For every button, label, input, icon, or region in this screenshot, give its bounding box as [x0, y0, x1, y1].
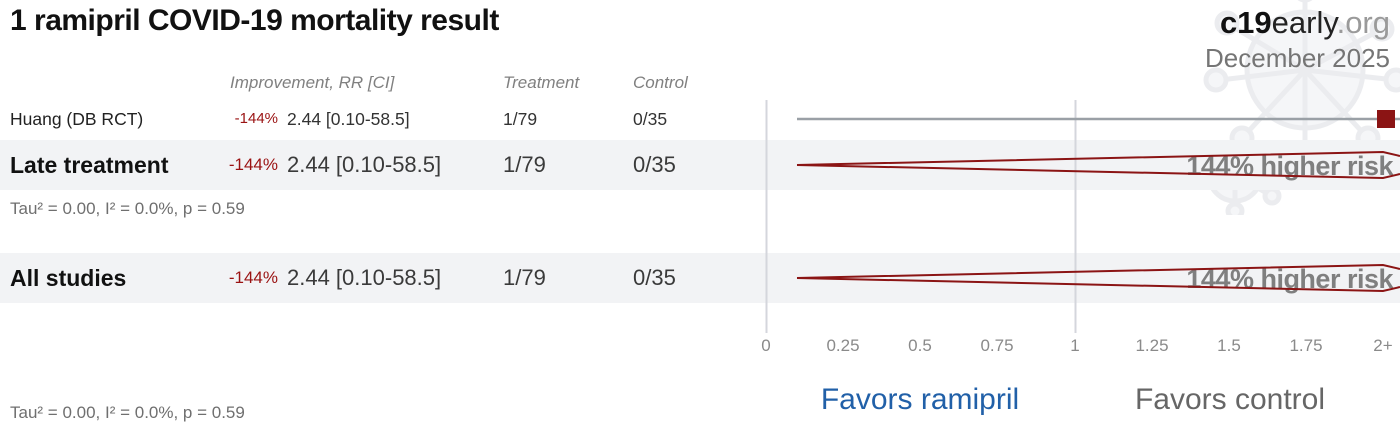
site-logo-link[interactable]: c19early.org	[1220, 5, 1390, 41]
rr-ci-value: 2.44 [0.10-58.5]	[287, 109, 410, 129]
favors-treatment-label: Favors ramipril	[820, 383, 1020, 416]
brand-suffix-text: .org	[1336, 5, 1390, 40]
control-events-value: 0/35	[633, 109, 668, 129]
table-row-study-huang: Huang (DB RCT) -144% 2.44 [0.10-58.5] 1/…	[0, 103, 1400, 135]
control-events-value: 0/35	[633, 152, 676, 177]
improvement-value: -144%	[228, 268, 278, 287]
tick-label-075: 0.75	[980, 336, 1014, 355]
heterogeneity-stats-all: Tau² = 0.00, I² = 0.0%, p = 0.59	[10, 403, 245, 422]
risk-annotation-all: 144% higher risk	[1186, 264, 1393, 294]
tick-label-175: 1.75	[1289, 336, 1323, 355]
favors-control-label: Favors control	[1134, 383, 1326, 416]
treatment-events-value: 1/79	[503, 109, 538, 129]
tick-label-025: 0.25	[826, 336, 860, 355]
column-header-treatment: Treatment	[503, 73, 580, 92]
summary-label: Late treatment	[10, 152, 169, 178]
tick-label-15: 1.5	[1217, 336, 1241, 355]
rr-ci-value: 2.44 [0.10-58.5]	[287, 152, 442, 177]
tick-label-1: 1	[1070, 336, 1080, 355]
treatment-events-value: 1/79	[503, 152, 546, 177]
tick-label-125: 1.25	[1135, 336, 1169, 355]
treatment-events-value: 1/79	[503, 265, 546, 290]
heterogeneity-stats-late: Tau² = 0.00, I² = 0.0%, p = 0.59	[10, 199, 245, 218]
risk-annotation-late: 144% higher risk	[1186, 151, 1393, 181]
tick-label-2plus: 2+	[1373, 336, 1393, 355]
tick-label-0: 0	[761, 336, 771, 355]
column-header-control: Control	[633, 73, 688, 92]
improvement-value: -144%	[234, 110, 278, 127]
column-header-improvement: Improvement, RR [CI]	[230, 73, 395, 92]
improvement-value: -144%	[228, 155, 278, 174]
summary-label: All studies	[10, 265, 127, 291]
brand-bold-text: c19	[1219, 5, 1272, 40]
control-events-value: 0/35	[633, 265, 676, 290]
date-label: December 2025	[1205, 43, 1390, 73]
tick-label-05: 0.5	[908, 336, 932, 355]
brand-regular-text: early	[1271, 5, 1337, 40]
rr-ci-value: 2.44 [0.10-58.5]	[287, 265, 442, 290]
page-title: 1 ramipril COVID-19 mortality result	[10, 4, 499, 37]
study-name-link[interactable]: Huang (DB RCT)	[10, 109, 144, 129]
